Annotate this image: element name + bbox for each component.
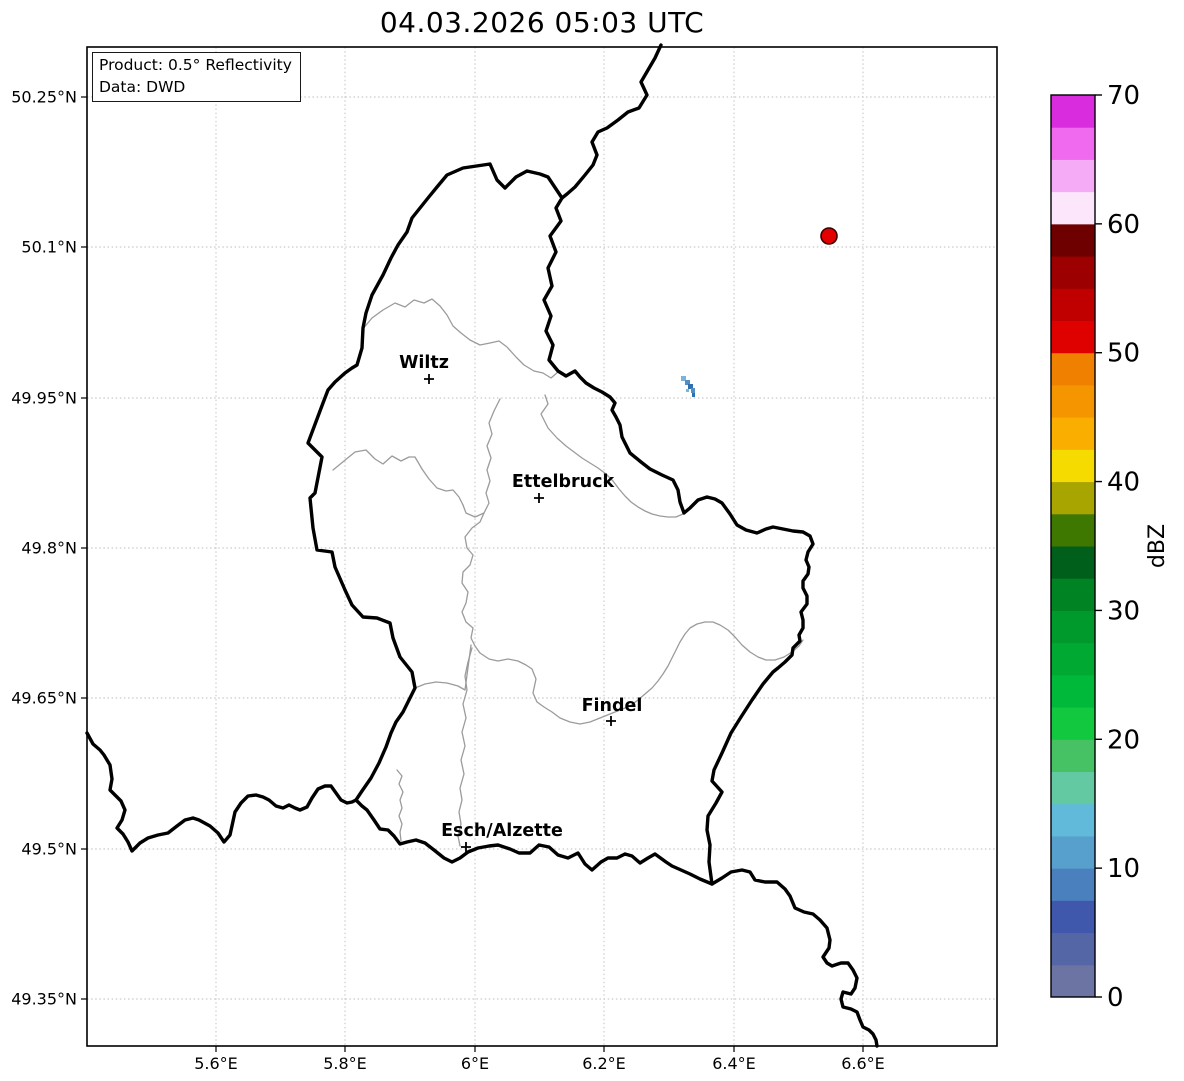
radar-echo-cell — [686, 389, 689, 392]
french-german-border — [710, 868, 879, 1048]
plot-title: 04.03.2026 05:03 UTC — [379, 6, 705, 39]
colorbar-segment — [1051, 95, 1095, 128]
colorbar-segment — [1051, 449, 1095, 483]
colorbar-tick-label: 40 — [1107, 468, 1140, 498]
city-label: Wiltz — [399, 353, 449, 373]
colorbar-segment — [1051, 352, 1095, 386]
y-tick-label: 49.95°N — [11, 389, 77, 408]
radar-site-marker — [820, 227, 838, 245]
colorbar-unit-label: dBZ — [1145, 524, 1170, 568]
canton-line-esch-west — [396, 769, 404, 842]
colorbar-tick-label: 0 — [1107, 983, 1124, 1013]
radar-echo-cell — [692, 393, 695, 397]
colorbar-segment — [1051, 191, 1095, 225]
german-belgian-border — [560, 43, 663, 200]
city-label: Ettelbruck — [512, 472, 615, 492]
x-tick-label: 6°E — [461, 1054, 489, 1073]
colorbar-segment — [1051, 546, 1095, 579]
colorbar-segment — [1051, 803, 1095, 837]
luxembourg-outline — [306, 162, 815, 886]
canton-line-wiltz-south — [332, 449, 464, 506]
info-box: Product: 0.5° Reflectivity Data: DWD — [92, 52, 301, 103]
colorbar-segment — [1051, 256, 1095, 289]
colorbar-segment — [1051, 417, 1095, 450]
y-tick-label: 49.35°N — [11, 990, 77, 1009]
canton-line-capellen — [414, 644, 472, 691]
y-tick-label: 50.1°N — [21, 238, 77, 257]
colorbar-segment — [1051, 771, 1095, 805]
x-tick-label: 6.4°E — [712, 1054, 756, 1073]
y-tick-label: 50.25°N — [11, 88, 77, 107]
radar-echo-cell — [685, 380, 690, 385]
colorbar-segment — [1051, 610, 1095, 644]
canton-line-diekirch-west — [462, 398, 501, 518]
city-label: Findel — [582, 696, 643, 716]
info-box-product-line: Product: 0.5° Reflectivity — [99, 56, 292, 74]
colorbar-segment — [1051, 932, 1095, 966]
y-tick-label: 49.65°N — [11, 689, 77, 708]
x-tick-label: 6.6°E — [841, 1054, 885, 1073]
colorbar-tick-label: 10 — [1107, 854, 1140, 884]
colorbar-segment — [1051, 674, 1095, 708]
x-tick-label: 5.8°E — [323, 1054, 367, 1073]
y-tick-label: 49.5°N — [21, 840, 77, 859]
colorbar-segment — [1051, 384, 1095, 418]
colorbar-segment — [1051, 481, 1095, 515]
radar-echo-cell — [691, 388, 695, 393]
info-box-data-line: Data: DWD — [99, 77, 186, 96]
colorbar-segment — [1051, 223, 1095, 257]
colorbar-segment — [1051, 288, 1095, 321]
city-marker-plus — [424, 374, 434, 384]
colorbar-segment — [1051, 964, 1095, 998]
colorbar-segment — [1051, 513, 1095, 547]
colorbar-segment — [1051, 642, 1095, 676]
colorbar-segment — [1051, 320, 1095, 354]
canton-line-center-loop — [461, 512, 804, 725]
canton-line-north — [361, 298, 559, 379]
colorbar-segment — [1051, 868, 1095, 901]
colorbar-segment — [1051, 835, 1095, 869]
canton-line-vianden — [540, 394, 684, 518]
colorbar-segment — [1051, 578, 1095, 611]
city-marker-plus — [606, 716, 616, 726]
colorbar-tick-label: 30 — [1107, 596, 1140, 626]
x-tick-label: 6.2°E — [582, 1054, 626, 1073]
city-label: Esch/Alzette — [441, 821, 563, 841]
colorbar-tick-label: 60 — [1107, 210, 1140, 240]
radar-echo-cell — [681, 376, 686, 381]
colorbar-tick-label: 20 — [1107, 725, 1140, 755]
y-tick-label: 49.8°N — [21, 539, 77, 558]
axes-frame — [86, 46, 998, 1047]
colorbar-segment — [1051, 127, 1095, 160]
colorbar-segment — [1051, 159, 1095, 193]
french-belgian-border — [85, 731, 358, 853]
x-tick-label: 5.6°E — [194, 1054, 238, 1073]
city-marker-plus — [461, 842, 471, 852]
canton-line-esch-east — [457, 647, 473, 847]
colorbar-segment — [1051, 707, 1095, 740]
city-marker-plus — [534, 493, 544, 503]
colorbar-segment — [1051, 900, 1095, 934]
colorbar-frame — [1050, 94, 1096, 998]
colorbar-tick-label: 50 — [1107, 339, 1140, 369]
radar-echo-cell — [688, 384, 693, 389]
colorbar-tick-label: 70 — [1107, 81, 1140, 111]
colorbar-segment — [1051, 739, 1095, 772]
